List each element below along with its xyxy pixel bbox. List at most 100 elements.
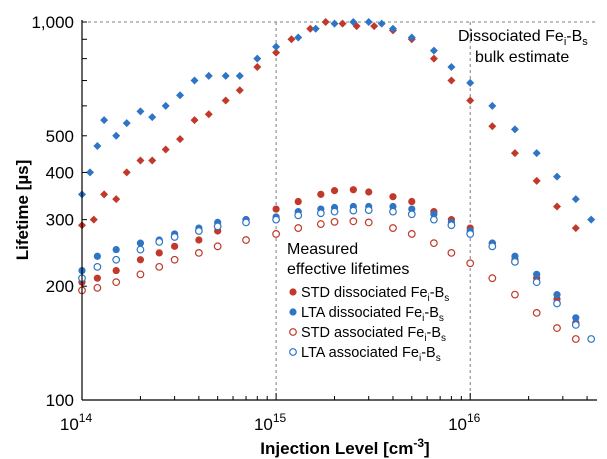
data-point xyxy=(100,116,109,125)
data-point xyxy=(161,145,170,154)
data-point xyxy=(317,190,325,198)
y-tick-label: 100 xyxy=(46,391,74,410)
y-axis-title: Lifetime [µs] xyxy=(13,160,32,260)
data-point xyxy=(112,195,121,204)
data-point xyxy=(321,18,330,26)
data-point xyxy=(93,262,102,271)
legend-label: LTA dissociated Fei-Bs xyxy=(301,305,444,324)
data-point xyxy=(330,187,339,195)
data-point xyxy=(532,176,541,185)
legend-entry-3: LTA dissociated Fei-Bs xyxy=(289,305,444,324)
data-point xyxy=(533,270,541,278)
data-point xyxy=(488,274,497,283)
data-point xyxy=(93,252,101,260)
data-point xyxy=(112,131,121,140)
effective-lifetime-markers xyxy=(78,186,596,343)
legend-marker xyxy=(289,328,297,336)
plot-axes xyxy=(81,20,597,401)
data-point xyxy=(190,76,199,85)
data-point xyxy=(221,71,230,80)
data-point xyxy=(112,245,120,254)
data-point xyxy=(532,278,541,287)
data-point xyxy=(161,101,170,110)
data-point xyxy=(511,252,519,260)
data-point xyxy=(429,46,438,55)
data-point xyxy=(447,76,456,85)
data-point xyxy=(572,314,580,322)
data-point xyxy=(447,221,456,230)
data-point xyxy=(253,54,262,63)
data-point xyxy=(294,33,303,42)
data-point xyxy=(447,63,456,72)
annotation-line-2: bulk estimate xyxy=(475,49,569,66)
data-point xyxy=(349,18,358,26)
data-point xyxy=(155,249,163,257)
data-point xyxy=(93,141,102,150)
legend-marker xyxy=(289,288,297,296)
data-point xyxy=(204,110,213,119)
data-point xyxy=(311,24,320,33)
data-point xyxy=(429,54,438,63)
data-point xyxy=(511,257,519,266)
data-point xyxy=(429,215,438,224)
data-point xyxy=(93,283,102,292)
data-point xyxy=(213,242,222,251)
data-point xyxy=(571,335,580,343)
data-point xyxy=(364,206,373,214)
y-tick-label: 1,000 xyxy=(31,13,74,32)
data-point xyxy=(112,255,121,264)
data-point xyxy=(235,71,244,80)
data-point xyxy=(511,290,519,299)
data-point xyxy=(136,107,145,116)
data-point xyxy=(195,236,203,244)
x-tick-label: 1015 xyxy=(254,411,287,434)
data-point xyxy=(330,19,339,28)
data-point xyxy=(272,215,281,224)
legend-label: STD dissociated Fei-Bs xyxy=(301,285,449,304)
data-point xyxy=(221,96,230,105)
data-point xyxy=(272,48,281,57)
data-point xyxy=(112,266,120,275)
data-point xyxy=(553,202,562,211)
data-point xyxy=(170,233,179,241)
legend-label: STD associated Fei-Bs xyxy=(301,325,446,344)
data-point xyxy=(170,255,179,264)
legend-heading-line-1: Measured xyxy=(287,241,358,258)
data-point xyxy=(204,71,213,80)
y-tick-label: 200 xyxy=(46,277,74,296)
legend-marker xyxy=(289,308,297,316)
series-4 xyxy=(78,217,580,343)
data-point xyxy=(112,278,121,287)
data-point xyxy=(532,149,541,158)
data-point xyxy=(466,96,475,105)
data-point xyxy=(349,217,358,226)
data-point xyxy=(553,172,562,181)
bulk-estimate-annotation: Dissociated Fei-Bs bulk estimate xyxy=(458,28,588,66)
data-point xyxy=(194,248,203,257)
y-tick-label: 400 xyxy=(46,163,74,182)
data-point xyxy=(194,227,203,235)
data-point xyxy=(316,209,325,218)
data-point xyxy=(242,218,250,227)
tick-labels: 100 200 300 400 500 1,000 1014 1015 1016 xyxy=(31,13,480,434)
series-5 xyxy=(78,206,596,343)
legend: Measured effective lifetimes STD dissoci… xyxy=(287,241,449,364)
data-point xyxy=(571,321,580,329)
data-point xyxy=(389,224,397,232)
annotation-line-1: Dissociated Fei-Bs xyxy=(458,28,588,48)
legend-marker xyxy=(289,348,297,356)
data-point xyxy=(148,113,157,122)
data-point xyxy=(330,207,339,216)
data-point xyxy=(553,299,561,308)
data-point xyxy=(407,210,416,219)
data-point xyxy=(587,215,596,224)
data-point xyxy=(488,242,497,251)
data-point xyxy=(235,86,244,95)
data-point xyxy=(136,156,145,165)
data-point xyxy=(370,22,379,31)
data-point xyxy=(571,224,580,233)
data-point xyxy=(155,262,164,271)
data-point xyxy=(571,195,580,204)
data-point xyxy=(122,168,131,177)
